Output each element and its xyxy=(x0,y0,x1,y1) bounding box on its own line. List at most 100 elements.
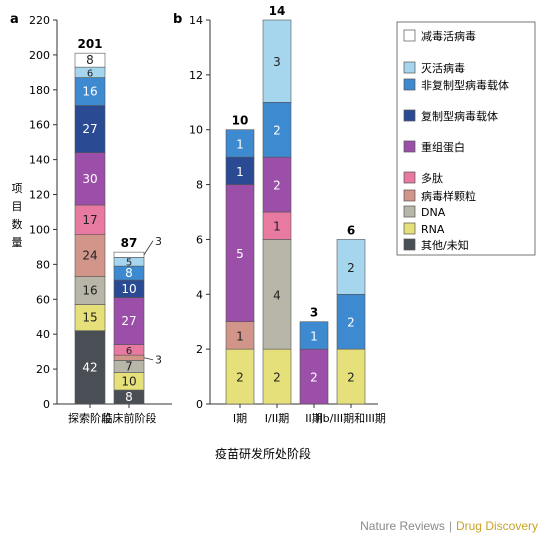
y-tick-label: 40 xyxy=(36,328,50,341)
y-tick-label: 200 xyxy=(29,49,50,62)
data-label: 27 xyxy=(121,314,136,328)
bar-segment xyxy=(74,204,106,235)
legend-label: RNA xyxy=(421,223,445,236)
legend-swatch xyxy=(403,171,416,184)
data-label: 2 xyxy=(310,371,318,385)
data-label: 10 xyxy=(121,374,136,388)
y-tick-label: 14 xyxy=(189,14,203,27)
x-tick-label: 临床前阶段 xyxy=(102,411,157,425)
data-label: 8 xyxy=(86,53,94,67)
data-label: 8 xyxy=(125,266,133,280)
data-label: 16 xyxy=(82,85,97,99)
data-label: 2 xyxy=(273,179,281,193)
y-tick-label: 140 xyxy=(29,154,50,167)
y-axis-title-char: 项 xyxy=(12,182,23,195)
x-axis-title: 疫苗研发所处阶段 xyxy=(215,446,311,461)
x-tick-label: I/II期 xyxy=(265,412,289,425)
legend-label: 非复制型病毒载体 xyxy=(421,78,509,92)
panel-letter-a: a xyxy=(10,12,19,27)
legend-swatch xyxy=(403,78,416,91)
legend-swatch xyxy=(403,29,416,42)
bar-total-label: 10 xyxy=(232,114,249,128)
legend-box xyxy=(396,21,536,256)
data-label: 1 xyxy=(310,329,318,343)
y-tick-label: 0 xyxy=(196,398,203,411)
data-label: 3 xyxy=(155,235,162,248)
bar-total-label: 87 xyxy=(121,236,138,250)
data-label: 42 xyxy=(82,360,97,374)
bar-segment xyxy=(225,156,255,185)
brand-name: Nature Reviews xyxy=(360,519,445,533)
data-label: 7 xyxy=(125,359,133,373)
data-label: 1 xyxy=(236,137,244,151)
callout-line xyxy=(143,240,154,255)
journal-credit: Nature Reviews | Drug Discovery xyxy=(360,519,538,533)
bar-segment xyxy=(74,105,106,153)
data-label: 3 xyxy=(273,55,281,69)
bar-segment xyxy=(225,184,255,323)
legend-label: 多肽 xyxy=(421,171,443,185)
y-tick-label: 20 xyxy=(36,363,50,376)
legend-swatch xyxy=(403,109,416,122)
data-label: 2 xyxy=(236,371,244,385)
bar-segment xyxy=(74,77,106,106)
bar-segment xyxy=(225,348,255,405)
y-tick-label: 4 xyxy=(196,288,203,301)
y-tick-label: 2 xyxy=(196,343,203,356)
data-label: 8 xyxy=(125,390,133,404)
legend-label: 病毒样颗粒 xyxy=(421,189,476,203)
legend-swatch xyxy=(403,238,416,251)
data-label: 15 xyxy=(82,311,97,325)
data-label: 1 xyxy=(236,165,244,179)
data-label: 2 xyxy=(347,371,355,385)
y-tick-label: 8 xyxy=(196,179,203,192)
data-label: 6 xyxy=(126,346,132,357)
data-label: 30 xyxy=(82,172,97,186)
legend-swatch xyxy=(403,222,416,235)
y-tick-label: 60 xyxy=(36,293,50,306)
y-tick-label: 160 xyxy=(29,119,50,132)
legend-label: 其他/未知 xyxy=(421,238,469,252)
bar-segment xyxy=(262,101,292,158)
bar-segment xyxy=(336,239,366,295)
bar-total-label: 3 xyxy=(310,306,318,320)
bar-total-label: 14 xyxy=(269,4,286,18)
y-tick-label: 100 xyxy=(29,223,50,236)
data-label: 6 xyxy=(87,68,93,79)
data-label: 2 xyxy=(347,316,355,330)
y-tick-label: 10 xyxy=(189,124,203,137)
bar-segment xyxy=(74,330,106,405)
data-label: 1 xyxy=(236,329,244,343)
y-tick-label: 80 xyxy=(36,258,50,271)
bar-segment xyxy=(299,321,329,350)
y-axis-title-char: 量 xyxy=(12,236,23,249)
y-axis-title-char: 目 xyxy=(12,200,23,213)
legend-swatch xyxy=(403,140,416,153)
panel-letter-b: b xyxy=(173,12,182,27)
data-label: 2 xyxy=(273,124,281,138)
y-tick-label: 12 xyxy=(189,69,203,82)
data-label: 2 xyxy=(273,371,281,385)
data-label: 24 xyxy=(82,249,97,263)
bar-segment xyxy=(113,297,145,345)
x-tick-label: 探索阶段 xyxy=(68,411,112,425)
bar-segment xyxy=(262,211,292,240)
data-label: 27 xyxy=(82,122,97,136)
bar-segment xyxy=(74,304,106,331)
legend-label: 重组蛋白 xyxy=(421,140,465,154)
y-tick-label: 180 xyxy=(29,84,50,97)
legend-label: 复制型病毒载体 xyxy=(421,109,498,123)
bar-segment xyxy=(74,152,106,206)
legend-swatch xyxy=(403,61,416,74)
legend-label: 灭活病毒 xyxy=(421,61,465,75)
bar-segment xyxy=(74,276,106,305)
legend-swatch xyxy=(403,205,416,218)
bar-segment xyxy=(262,156,292,213)
x-tick-label: II期 xyxy=(305,412,323,425)
bar-segment xyxy=(74,234,106,277)
data-label: 2 xyxy=(347,261,355,275)
bar-segment xyxy=(262,348,292,405)
data-label: 3 xyxy=(155,354,162,367)
credit-separator: | xyxy=(448,519,452,533)
